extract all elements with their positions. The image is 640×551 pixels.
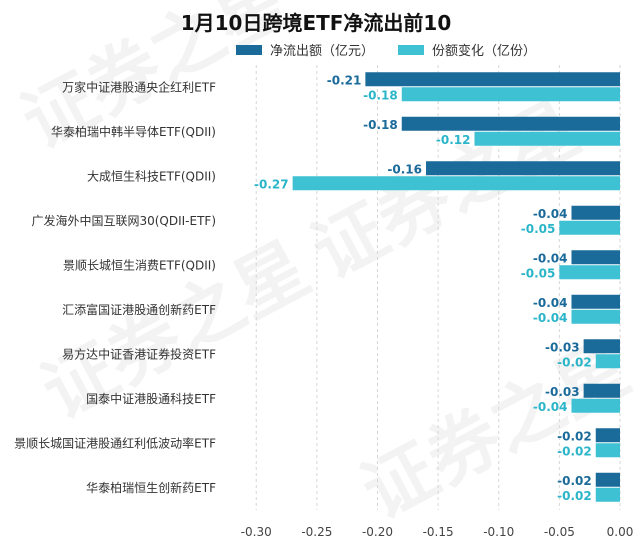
data-label-net-outflow: -0.16 xyxy=(387,162,422,176)
category-label: 大成恒生科技ETF(QDII) xyxy=(87,169,216,183)
data-label-net-outflow: -0.03 xyxy=(545,385,580,399)
data-label-net-outflow: -0.18 xyxy=(363,118,398,132)
data-label-share-change: -0.02 xyxy=(557,355,592,369)
data-label-share-change: -0.27 xyxy=(254,177,289,191)
bar-share-change xyxy=(401,87,620,102)
data-label-share-change: -0.05 xyxy=(521,266,556,280)
data-label-net-outflow: -0.04 xyxy=(533,296,568,310)
legend-label-share-change: 份额变化（亿份） xyxy=(432,43,536,59)
data-label-net-outflow: -0.02 xyxy=(557,429,592,443)
bar-share-change xyxy=(559,220,620,235)
legend-swatch-net-outflow xyxy=(236,45,262,55)
bar-net-outflow xyxy=(583,339,620,354)
data-label-share-change: -0.18 xyxy=(363,88,398,102)
data-label-net-outflow: -0.04 xyxy=(533,251,568,265)
bars-layer: -0.21-0.18-0.18-0.12-0.16-0.27-0.04-0.05… xyxy=(254,72,620,503)
bar-share-change xyxy=(474,131,620,146)
category-label: 华泰柏瑞中韩半导体ETF(QDII) xyxy=(51,124,216,139)
bar-net-outflow xyxy=(426,161,620,176)
category-label: 景顺长城恒生消费ETF(QDII) xyxy=(63,258,216,272)
data-label-share-change: -0.05 xyxy=(521,222,556,236)
bar-share-change xyxy=(559,265,620,280)
data-label-share-change: -0.04 xyxy=(533,400,568,414)
category-label: 易方达中证香港证券投资ETF xyxy=(62,346,216,361)
x-tick-label: -0.30 xyxy=(241,525,272,539)
bar-net-outflow xyxy=(365,72,620,87)
chart-title: 1月10日跨境ETF净流出前10 xyxy=(181,11,452,35)
bar-net-outflow xyxy=(571,250,620,265)
category-label: 万家中证港股通央企红利ETF xyxy=(62,79,216,94)
data-label-net-outflow: -0.02 xyxy=(557,474,592,488)
bar-net-outflow xyxy=(583,383,620,398)
x-tick-label: -0.10 xyxy=(483,525,514,539)
data-label-share-change: -0.02 xyxy=(557,489,592,503)
x-tick-label: -0.20 xyxy=(362,525,393,539)
x-tick-label: -0.05 xyxy=(544,525,575,539)
legend-swatch-share-change xyxy=(398,45,424,55)
bar-share-change xyxy=(595,487,620,502)
bar-share-change xyxy=(595,354,620,369)
data-label-net-outflow: -0.21 xyxy=(327,73,362,87)
x-tick-label: -0.15 xyxy=(423,525,454,539)
category-labels: 万家中证港股通央企红利ETF 华泰柏瑞中韩半导体ETF(QDII) 大成恒生科技ET… xyxy=(14,79,216,495)
x-axis-ticks: -0.30 -0.25 -0.20 -0.15 -0.10 -0.05 0.00 xyxy=(241,525,634,539)
data-label-share-change: -0.04 xyxy=(533,311,568,325)
data-label-share-change: -0.02 xyxy=(557,444,592,458)
bar-share-change xyxy=(571,398,620,413)
category-label: 景顺长城国证港股通红利低波动率ETF xyxy=(14,435,216,450)
category-label: 华泰柏瑞恒生创新药ETF xyxy=(86,480,216,495)
bar-share-change xyxy=(292,176,620,191)
legend-label-net-outflow: 净流出额（亿元） xyxy=(270,44,374,59)
bar-net-outflow xyxy=(401,116,620,131)
bar-share-change xyxy=(571,309,620,324)
bar-net-outflow xyxy=(595,472,620,487)
legend: 净流出额（亿元） 份额变化（亿份） xyxy=(236,43,536,59)
category-label: 国泰中证港股通科技ETF xyxy=(86,391,216,406)
data-label-net-outflow: -0.03 xyxy=(545,340,580,354)
x-tick-label: 0.00 xyxy=(607,525,634,539)
bar-net-outflow xyxy=(571,205,620,220)
data-label-share-change: -0.12 xyxy=(436,133,471,147)
bar-net-outflow xyxy=(571,294,620,309)
x-tick-label: -0.25 xyxy=(301,525,332,539)
category-label: 广发海外中国互联网30(QDII-ETF) xyxy=(31,213,216,228)
category-label: 汇添富国证港股通创新药ETF xyxy=(62,302,216,317)
data-label-net-outflow: -0.04 xyxy=(533,207,568,221)
bar-net-outflow xyxy=(595,428,620,443)
bar-share-change xyxy=(595,443,620,458)
